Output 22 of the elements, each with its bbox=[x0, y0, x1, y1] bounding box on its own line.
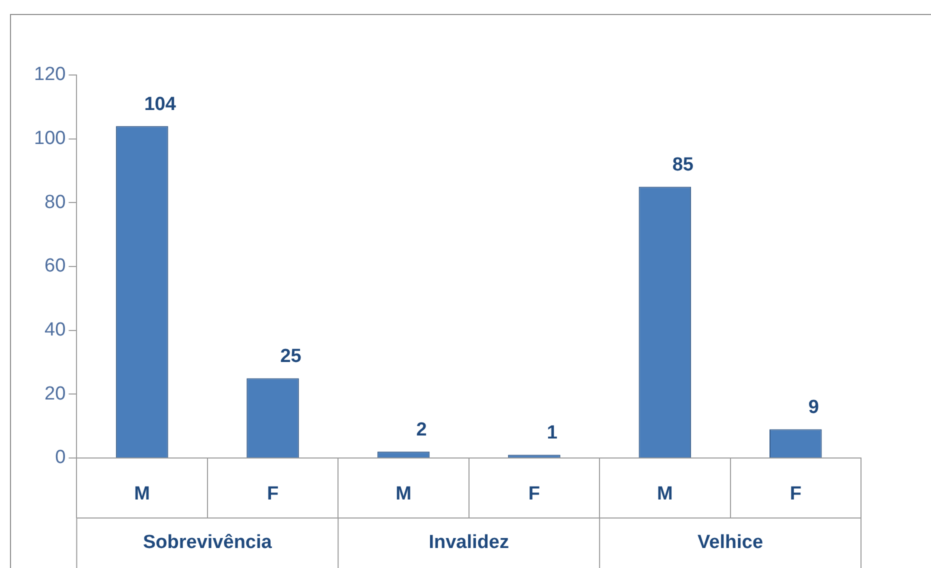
x-tick-label: F bbox=[266, 484, 279, 505]
y-tick-label: 20 bbox=[44, 383, 66, 404]
y-tick-label: 0 bbox=[55, 447, 66, 468]
y-tick-label: 80 bbox=[44, 192, 66, 213]
x-tick-label: F bbox=[528, 484, 540, 505]
x-tick-label: M bbox=[134, 484, 150, 505]
data-label: 2 bbox=[416, 419, 427, 440]
x-tick-label: M bbox=[396, 484, 412, 505]
text: Sobrevivência bbox=[142, 532, 272, 554]
y-tick-label: 120 bbox=[34, 64, 66, 86]
data-label: 85 bbox=[672, 154, 694, 176]
data-label: 104 bbox=[144, 94, 176, 115]
text: Invalidez bbox=[428, 532, 509, 554]
y-tick-label: 100 bbox=[34, 128, 66, 150]
y-tick-label: 60 bbox=[44, 256, 66, 277]
data-label: 25 bbox=[280, 346, 302, 367]
data-label: 9 bbox=[808, 397, 819, 418]
x-tick-label: F bbox=[790, 484, 802, 505]
text: Velhice bbox=[698, 532, 764, 554]
data-label: 1 bbox=[546, 422, 558, 444]
x-tick-label: M bbox=[657, 484, 673, 505]
y-tick-label: 40 bbox=[44, 320, 66, 341]
